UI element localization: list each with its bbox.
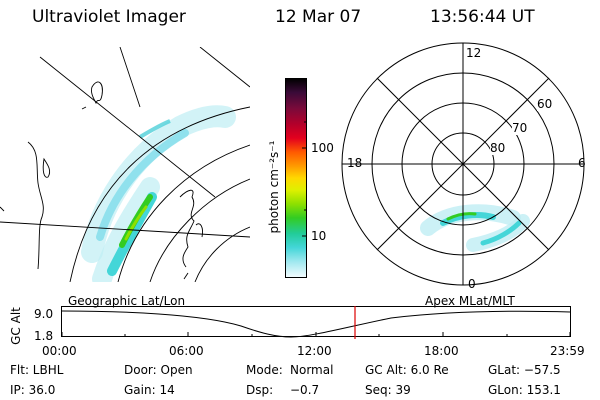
info-glon: GLon: 153.1 [488, 383, 561, 397]
timeline-y-title: GC Alt [9, 307, 23, 345]
auroral-emission-polar [420, 204, 530, 252]
altitude-timeline-plot [61, 306, 571, 339]
info-glat: GLat: −57.5 [488, 363, 561, 377]
info-filter: Flt: LBHL [10, 363, 64, 377]
color-scale-bar [285, 78, 307, 278]
polar-plot [341, 42, 585, 286]
timeline-tick-1: 06:00 [169, 344, 204, 358]
info-door: Door: Open [124, 363, 193, 377]
info-dsp-label: Dsp: [246, 383, 274, 397]
altitude-curve [61, 310, 571, 338]
lat-lon-grid [0, 47, 250, 282]
coastlines [0, 81, 203, 280]
timeline-y-top: 9.0 [34, 307, 54, 321]
timeline-tick-4: 23:59 [550, 344, 585, 358]
timeline-tick-3: 18:00 [424, 344, 459, 358]
timeline-tick-0: 00:00 [42, 344, 77, 358]
info-dsp-value: −0.7 [290, 383, 320, 397]
polar-mlt-12: 12 [466, 46, 482, 60]
polar-lat-80: 80 [490, 141, 506, 155]
instrument-title: Ultraviolet Imager [32, 7, 186, 27]
auroral-emission-map [81, 105, 236, 282]
info-mode-label: Mode: [246, 363, 283, 377]
polar-mlt-6: 6 [578, 156, 586, 170]
info-seq: Seq: 39 [365, 383, 411, 397]
colorbar-unit-label: photon cm⁻²s⁻¹ [267, 140, 281, 234]
polar-lat-70: 70 [512, 121, 528, 135]
timeline-right-title: Apex MLat/MLT [425, 294, 515, 308]
timeline-y-bottom: 1.8 [34, 329, 54, 343]
colorbar-tick-100: 100 [311, 141, 334, 155]
info-gain: Gain: 14 [124, 383, 175, 397]
polar-diagonal-b [376, 77, 550, 251]
time-label: 13:56:44 UT [430, 7, 535, 27]
info-mode-value: Normal [290, 363, 334, 377]
polar-mlt-0: 0 [468, 277, 476, 291]
info-ip: IP: 36.0 [10, 383, 56, 397]
polar-lat-60: 60 [537, 97, 553, 111]
colorbar-tick-10: 10 [311, 229, 327, 243]
timeline-tick-2: 12:00 [297, 344, 332, 358]
timeline-left-title: Geographic Lat/Lon [68, 294, 186, 308]
geographic-map [0, 47, 250, 282]
polar-mlt-18: 18 [347, 156, 363, 170]
info-gc-alt: GC Alt: 6.0 Re [365, 363, 449, 377]
date-label: 12 Mar 07 [275, 7, 362, 27]
